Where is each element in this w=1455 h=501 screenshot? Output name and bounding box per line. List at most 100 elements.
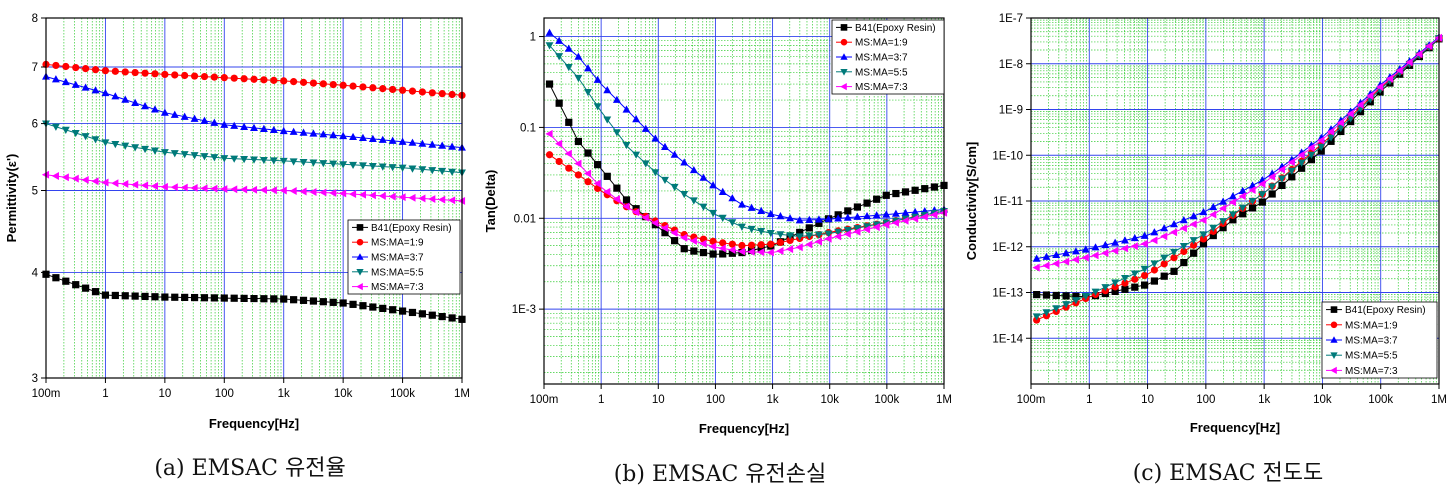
- data-point: [593, 75, 602, 83]
- series-triangle-left: [1032, 33, 1443, 272]
- data-point: [71, 80, 80, 88]
- data-point: [81, 133, 90, 141]
- data-point: [339, 299, 347, 307]
- data-point: [1317, 136, 1325, 145]
- data-point: [240, 156, 249, 164]
- data-point: [1278, 181, 1286, 189]
- legend-entry: MS:MA=3:7: [1345, 336, 1398, 347]
- data-point: [418, 166, 427, 174]
- legend-box: [347, 219, 461, 295]
- x-tick-label: 100: [215, 388, 234, 400]
- data-point: [1061, 257, 1070, 266]
- data-point: [1209, 202, 1218, 211]
- data-point: [1238, 186, 1247, 194]
- data-point: [1277, 165, 1286, 174]
- data-point: [863, 223, 871, 231]
- data-point: [329, 80, 337, 89]
- y-axis-title-permittivity: Permittivity(ε'): [4, 154, 19, 243]
- data-point: [911, 186, 919, 194]
- data-point: [151, 293, 159, 301]
- legend-entry: MS:MA=7:3: [1345, 366, 1398, 377]
- data-point: [786, 214, 795, 222]
- data-point: [709, 209, 718, 218]
- data-point: [368, 134, 377, 142]
- series-dielectric-loss: [545, 28, 948, 258]
- data-point: [230, 185, 238, 194]
- data-point: [448, 90, 456, 99]
- data-point: [260, 295, 268, 303]
- data-point: [545, 151, 554, 159]
- caption-permittivity: (a) EMSAC 유전율: [154, 456, 345, 481]
- data-point: [220, 74, 228, 82]
- y-tick-label: 1E-11: [993, 196, 1023, 208]
- data-point: [230, 74, 238, 82]
- data-point: [259, 156, 268, 165]
- data-point: [786, 232, 795, 240]
- data-point: [1150, 277, 1159, 285]
- y-tick-label: 8: [32, 13, 38, 25]
- x-tick-label: 1M: [454, 388, 470, 400]
- data-point: [1179, 224, 1187, 233]
- data-point: [1042, 252, 1051, 260]
- data-point: [584, 178, 592, 186]
- data-point: [418, 88, 426, 96]
- data-point: [230, 121, 239, 129]
- data-point: [930, 210, 938, 219]
- data-point: [1375, 82, 1384, 91]
- y-axis-title-conductivity: Conductivity[S/cm]: [964, 142, 979, 260]
- y-tick-label: 3: [32, 373, 38, 385]
- legend-marker: [840, 68, 848, 76]
- data-point: [1336, 118, 1344, 127]
- data-point: [901, 208, 910, 216]
- data-point: [1327, 134, 1336, 142]
- data-point: [574, 137, 583, 146]
- data-point: [1169, 228, 1178, 237]
- data-point: [319, 80, 327, 88]
- data-point: [200, 72, 209, 81]
- data-point: [1140, 239, 1148, 248]
- legend-marker: [1330, 306, 1338, 313]
- data-point: [1238, 192, 1246, 201]
- series-triangle-left: [41, 170, 466, 205]
- data-point: [379, 85, 387, 93]
- data-point: [882, 220, 890, 229]
- data-point: [309, 79, 318, 87]
- data-point: [348, 190, 357, 199]
- data-point: [1228, 198, 1236, 207]
- data-point: [1239, 210, 1247, 218]
- data-point: [51, 123, 60, 131]
- data-point: [718, 214, 727, 223]
- data-point: [240, 75, 248, 83]
- data-point: [269, 125, 278, 134]
- data-point: [1071, 255, 1079, 264]
- data-point: [1160, 260, 1168, 268]
- data-point: [121, 180, 129, 188]
- panel-dielectric-loss: 100m 1 10 100 1k 10k 100k 1M 1E-3 0.01 0.1 1 Freque…: [483, 17, 952, 487]
- data-point: [150, 105, 159, 113]
- data-point: [1298, 164, 1306, 172]
- data-point: [121, 292, 129, 300]
- data-point: [1219, 218, 1228, 226]
- data-point: [299, 78, 308, 86]
- legend-entry: MS:MA=1:9: [855, 38, 908, 49]
- data-point: [438, 195, 446, 204]
- data-point: [1366, 91, 1374, 100]
- data-point: [1180, 247, 1188, 256]
- panel-conductivity: 100m 1 10 100 1k 10k 100k 1M 1E-14 1E-13 1E-12 1E-1…: [964, 13, 1447, 486]
- x-tick-label: 100k: [874, 394, 899, 406]
- legend-marker: [840, 53, 848, 60]
- data-point: [1189, 212, 1198, 220]
- data-point: [269, 186, 277, 195]
- data-point: [584, 64, 592, 72]
- x-tick-label: 1k: [766, 394, 778, 406]
- data-point: [680, 233, 688, 242]
- legend-marker: [1330, 352, 1338, 359]
- data-point: [747, 225, 756, 234]
- data-point: [1307, 151, 1316, 159]
- data-point: [181, 71, 189, 80]
- data-point: [680, 191, 689, 199]
- data-point: [1111, 238, 1120, 246]
- data-point: [805, 240, 813, 249]
- x-tick-label: 10k: [334, 388, 353, 400]
- plot-frame-dielectric-loss: [543, 17, 945, 385]
